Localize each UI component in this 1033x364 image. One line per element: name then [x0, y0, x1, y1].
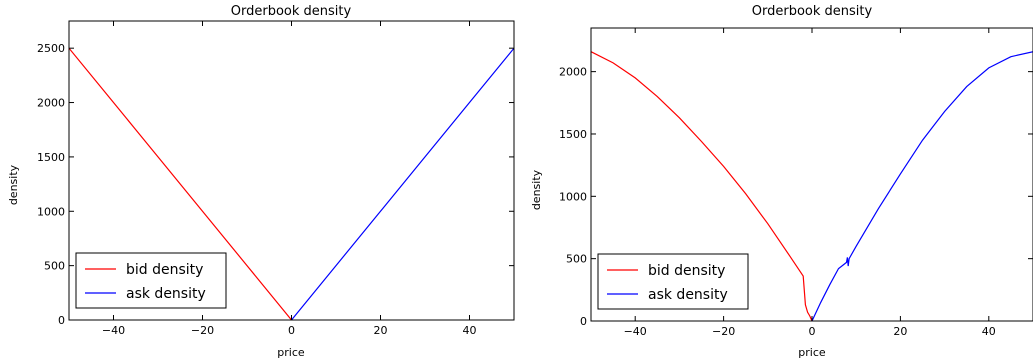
x-tick-label: 40 [982, 325, 996, 338]
y-axis-label: density [7, 164, 20, 205]
y-tick-label: 2000 [37, 97, 65, 110]
x-tick-label: 0 [288, 324, 295, 337]
x-axis-label: price [798, 346, 826, 359]
y-tick-label: 1000 [37, 205, 65, 218]
y-tick-label: 2000 [559, 66, 587, 79]
x-tick-label: −20 [191, 324, 214, 337]
series-line-bid-density [591, 51, 813, 321]
y-tick-label: 2500 [37, 42, 65, 55]
series-line-ask-density [291, 47, 514, 320]
legend-label: ask density [648, 287, 728, 303]
y-tick-label: 1500 [37, 151, 65, 164]
x-tick-label: 40 [463, 324, 477, 337]
series-line-ask-density [811, 51, 1033, 321]
plot-area: −40 −20 0 20 40 0 500 1000 1500 2000 2500 bid densi… [37, 20, 515, 337]
chart-left: Orderbook density price density −40 −20 0 2… [7, 4, 515, 359]
legend: bid density ask density [597, 253, 749, 310]
x-tick-label: −40 [624, 325, 647, 338]
y-tick-label: 1500 [559, 128, 587, 141]
legend-label: bid density [648, 263, 725, 279]
x-tick-label: 0 [809, 325, 816, 338]
x-axis-label: price [277, 346, 305, 359]
chart-title: Orderbook density [231, 4, 352, 19]
legend: bid density ask density [75, 252, 227, 309]
plot-area: −40 −20 0 20 40 0 500 1000 1500 2000 bid density as… [559, 27, 1033, 338]
legend-label: bid density [126, 262, 203, 278]
x-tick-label: −20 [712, 325, 735, 338]
x-tick-label: −40 [102, 324, 125, 337]
y-axis-label: density [530, 169, 543, 210]
y-tick-label: 500 [44, 260, 65, 273]
chart-right: Orderbook density price density −40 −20 0 2… [530, 4, 1033, 359]
y-tick-label: 500 [566, 253, 587, 266]
chart-title: Orderbook density [752, 4, 873, 19]
legend-label: ask density [126, 286, 206, 302]
y-tick-label: 0 [580, 315, 587, 328]
y-tick-label: 0 [58, 314, 65, 327]
x-tick-label: 20 [893, 325, 907, 338]
y-tick-label: 1000 [559, 190, 587, 203]
x-tick-label: 20 [374, 324, 388, 337]
series-line-bid-density [69, 47, 292, 320]
